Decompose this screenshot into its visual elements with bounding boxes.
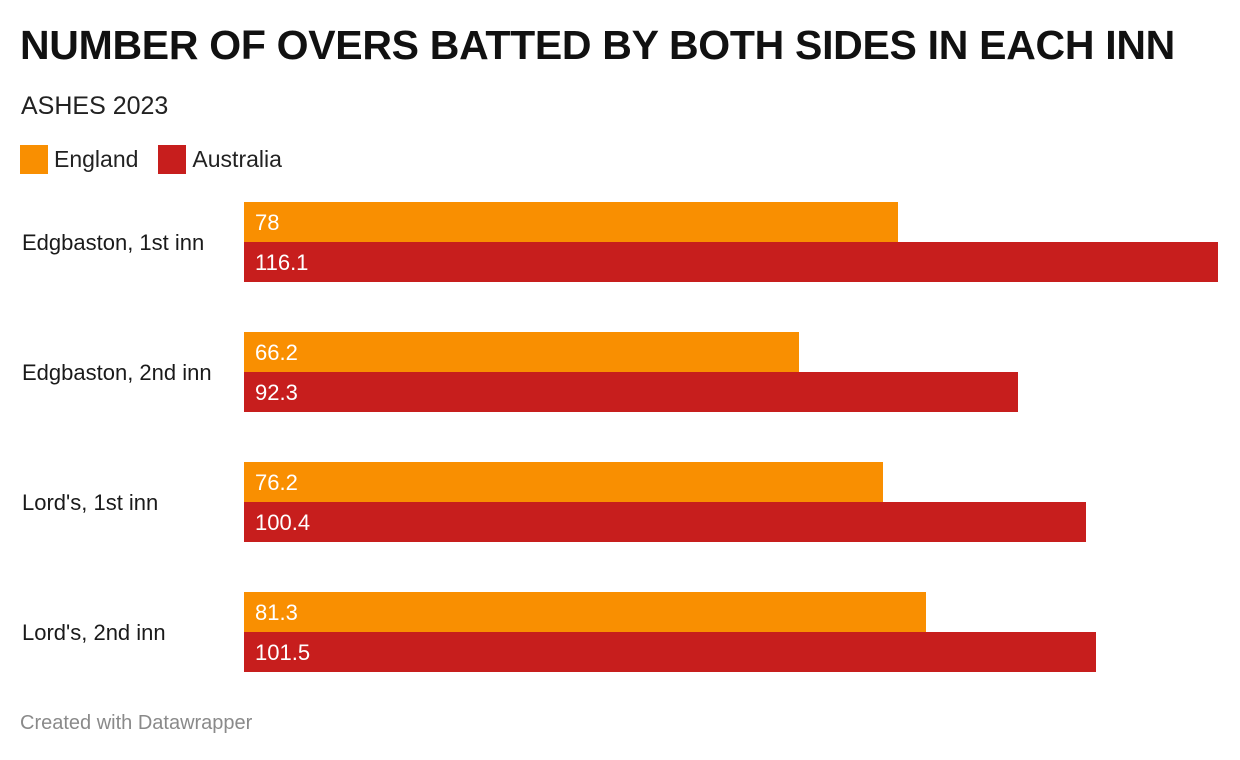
value-label-england-edgbaston-2nd-inn: 66.2	[255, 340, 298, 365]
legend-item-australia: Australia	[158, 145, 282, 174]
value-label-australia-edgbaston-1st-inn: 116.1	[255, 250, 308, 275]
legend-item-england: England	[20, 145, 138, 174]
value-label-england-edgbaston-1st-inn: 78	[255, 210, 279, 235]
category-label-edgbaston-1st-inn: Edgbaston, 1st inn	[22, 230, 204, 255]
chart-title: NUMBER OF OVERS BATTED BY BOTH SIDES IN …	[20, 22, 1175, 68]
value-label-england-lord-s-1st-inn: 76.2	[255, 470, 298, 495]
chart-subtitle: ASHES 2023	[21, 92, 169, 120]
bar-australia-edgbaston-2nd-inn	[244, 372, 1018, 412]
datawrapper-credit: Created with Datawrapper	[20, 712, 253, 734]
bar-australia-edgbaston-1st-inn	[244, 242, 1218, 282]
bar-england-edgbaston-2nd-inn	[244, 332, 799, 372]
bar-australia-lord-s-2nd-inn	[244, 632, 1096, 672]
category-label-edgbaston-2nd-inn: Edgbaston, 2nd inn	[22, 360, 212, 385]
legend-label-england: England	[54, 146, 139, 172]
bar-australia-lord-s-1st-inn	[244, 502, 1086, 542]
bar-england-lord-s-2nd-inn	[244, 592, 926, 632]
value-label-australia-lord-s-2nd-inn: 101.5	[255, 640, 310, 665]
legend: England Australia	[20, 145, 302, 174]
legend-swatch-england	[20, 145, 48, 174]
category-label-lord-s-1st-inn: Lord's, 1st inn	[22, 490, 158, 515]
bar-england-lord-s-1st-inn	[244, 462, 883, 502]
legend-label-australia: Australia	[192, 146, 282, 172]
bar-england-edgbaston-1st-inn	[244, 202, 898, 242]
bar-chart: Edgbaston, 1st inn 78 116.1 Edgbaston, 2nd …	[22, 202, 1218, 672]
legend-swatch-australia	[158, 145, 187, 174]
category-label-lord-s-2nd-inn: Lord's, 2nd inn	[22, 620, 166, 645]
value-label-australia-lord-s-1st-inn: 100.4	[255, 510, 310, 535]
value-label-england-lord-s-2nd-inn: 81.3	[255, 600, 298, 625]
value-label-australia-edgbaston-2nd-inn: 92.3	[255, 380, 298, 405]
